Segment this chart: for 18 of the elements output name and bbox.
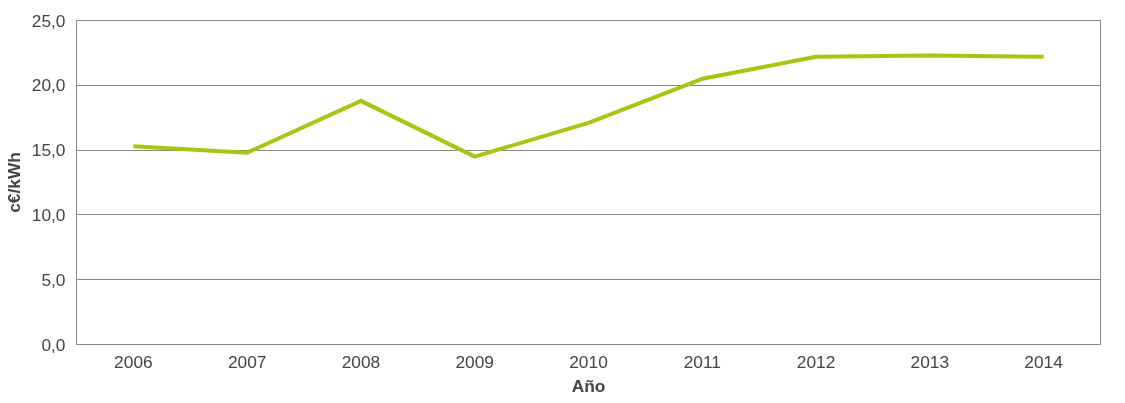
x-axis-title: Año <box>571 375 606 396</box>
x-tick-label: 2006 <box>114 351 153 372</box>
x-tick-label: 2014 <box>1024 351 1064 372</box>
line-series <box>131 53 1046 159</box>
y-tick-label: 5,0 <box>41 269 66 290</box>
y-tick-label: 10,0 <box>31 204 66 225</box>
x-tick-label: 2007 <box>227 351 267 372</box>
x-tick-label: 2010 <box>569 351 608 372</box>
y-tick-label: 20,0 <box>31 75 66 96</box>
y-tick-label: 15,0 <box>31 140 66 161</box>
y-axis-title: c€/kWh <box>3 152 24 213</box>
x-tick-label: 2013 <box>910 351 950 372</box>
y-tick-label: 0,0 <box>41 334 66 355</box>
x-tick-label: 2009 <box>455 351 495 372</box>
x-tick-label: 2012 <box>796 351 836 372</box>
y-tick-label: 25,0 <box>31 10 66 31</box>
x-tick-label: 2008 <box>341 351 381 372</box>
x-tick-label: 2011 <box>683 351 721 372</box>
